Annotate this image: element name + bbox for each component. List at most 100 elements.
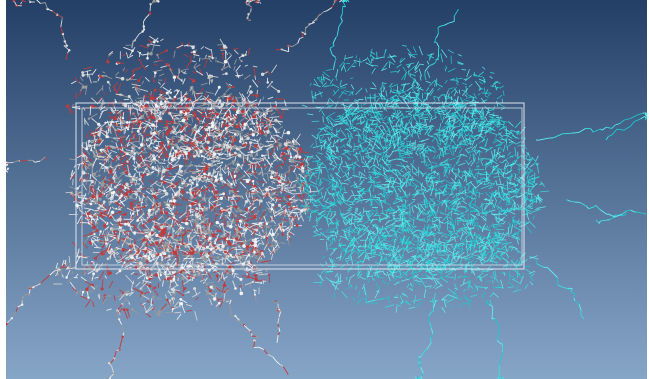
bond [293,193,296,203]
atom [260,72,265,77]
bond [283,189,293,195]
atom [85,287,89,292]
bond [95,214,99,224]
atom [124,220,128,223]
atom [217,301,221,305]
atom [255,111,259,115]
bond [165,198,169,207]
atom [195,140,199,144]
bond [177,69,180,79]
bond [183,279,191,285]
atom [121,248,126,252]
atom [154,202,156,205]
atom [252,250,256,254]
atom [288,158,291,161]
atom [184,221,189,226]
bond [132,178,138,182]
bond [123,196,127,200]
atom [143,230,146,232]
atom [139,143,144,147]
bond [273,127,278,133]
molecular-scene[interactable] [6,0,647,379]
atom [285,146,289,150]
atom [103,180,107,184]
atom [207,172,211,175]
atom [239,277,243,281]
atom [228,129,231,132]
bond [202,277,208,284]
bond [105,193,108,198]
bond [246,123,251,131]
bond [217,44,223,46]
bond [214,213,218,222]
atom [290,226,293,229]
bond [260,167,264,177]
atom [209,289,212,293]
bond [254,233,265,238]
atom [89,202,93,206]
atom [201,161,204,165]
atom [208,163,211,167]
atom [249,153,253,157]
atom [166,242,170,246]
bond [139,207,142,214]
atom [245,207,248,211]
atom [223,93,226,96]
atom [168,96,172,100]
atom [220,207,223,210]
bond [105,242,109,248]
atom [186,191,189,194]
bond [128,185,135,193]
bond [130,117,137,120]
atom [226,182,231,186]
bond [248,246,253,248]
bond [191,103,196,111]
atom [89,159,92,162]
atom [100,252,104,256]
bond [209,109,214,120]
atom [167,274,170,277]
bond [265,134,268,138]
bond [261,261,267,263]
atom [279,180,282,182]
atom [180,180,183,182]
bond [193,221,198,229]
atom [172,206,175,209]
atom [179,270,183,274]
atom [124,222,128,226]
bond [261,222,266,230]
atom [149,137,152,140]
bond [200,273,208,276]
bond [219,212,223,219]
atom [118,223,121,226]
atom [191,79,196,83]
bond [259,157,265,164]
bond [246,96,251,104]
atom [259,142,262,145]
bond [221,168,227,175]
bond [149,180,158,187]
atom [125,78,129,82]
atom [247,275,250,278]
bond [209,129,215,133]
atom [156,53,159,56]
atom [251,280,255,283]
atom [108,169,113,174]
atom [246,136,250,140]
bond [149,225,154,235]
atom [242,244,246,248]
atom [166,277,170,281]
atom [271,203,275,207]
bond [142,95,145,103]
bond [241,132,249,138]
atom [145,310,148,314]
atom [87,212,90,216]
bond [119,199,124,205]
molecular-viewport[interactable] [6,0,647,379]
atom [129,178,133,182]
bond [269,135,273,140]
atom [81,71,84,74]
bond [239,181,247,189]
bond [242,248,248,253]
atom [127,95,131,98]
